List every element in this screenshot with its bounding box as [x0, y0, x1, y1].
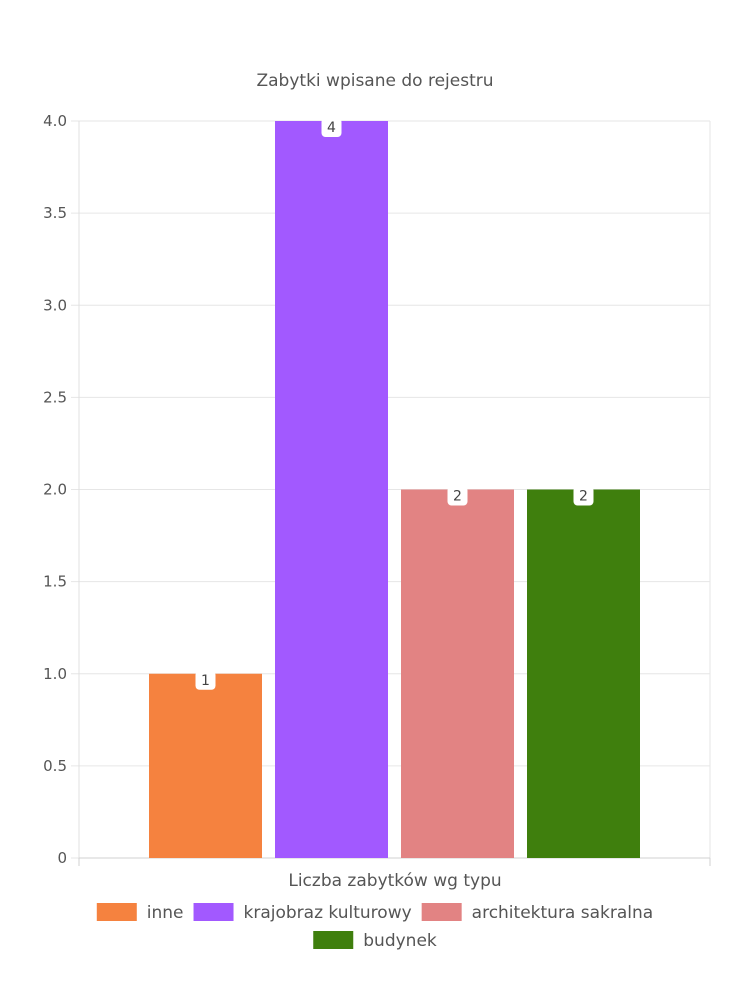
y-tick-label: 2.0 [43, 481, 67, 499]
bar-budynek [527, 489, 640, 858]
legend-swatch [421, 903, 462, 921]
data-label: 4 [327, 120, 336, 136]
y-tick-label: 1.5 [43, 573, 67, 591]
legend-swatch [313, 931, 354, 949]
y-tick-label: 4.0 [43, 112, 67, 130]
x-axis-label: Liczba zabytków wg typu [288, 871, 501, 891]
legend-swatch [193, 903, 234, 921]
legend-label: krajobraz kulturowy [244, 903, 412, 923]
y-tick-label: 2.5 [43, 388, 67, 406]
data-label-box [573, 486, 594, 506]
data-label-box [321, 118, 342, 137]
data-label-box [195, 670, 216, 690]
chart-title: Zabytki wpisane do rejestru [256, 71, 493, 91]
axes: 0 0.5 1.0 1.5 2.0 2.5 3.0 3.5 4.0 [43, 112, 711, 867]
y-tick-label: 3.0 [43, 296, 67, 314]
legend-label: budynek [363, 931, 437, 951]
bar-krajobraz-kulturowy [275, 121, 388, 858]
legend-swatch [96, 903, 137, 921]
legend: inne krajobraz kulturowy architektura sakr… [96, 903, 654, 951]
data-label: 1 [201, 673, 210, 689]
y-tick-label: 1.0 [43, 665, 67, 683]
y-tick-label: 0.5 [43, 757, 67, 775]
y-tick-label: 0 [57, 849, 67, 867]
legend-label: inne [147, 903, 184, 923]
data-label: 2 [453, 489, 462, 505]
y-tick-label: 3.5 [43, 204, 67, 222]
data-labels: 1 4 2 2 [195, 118, 594, 690]
legend-label: architektura sakralna [472, 903, 654, 923]
bar-inne [149, 673, 262, 858]
bar-architektura-sakralna [401, 489, 514, 858]
data-label: 2 [579, 489, 588, 505]
bars [149, 121, 640, 858]
data-label-box [447, 486, 468, 506]
